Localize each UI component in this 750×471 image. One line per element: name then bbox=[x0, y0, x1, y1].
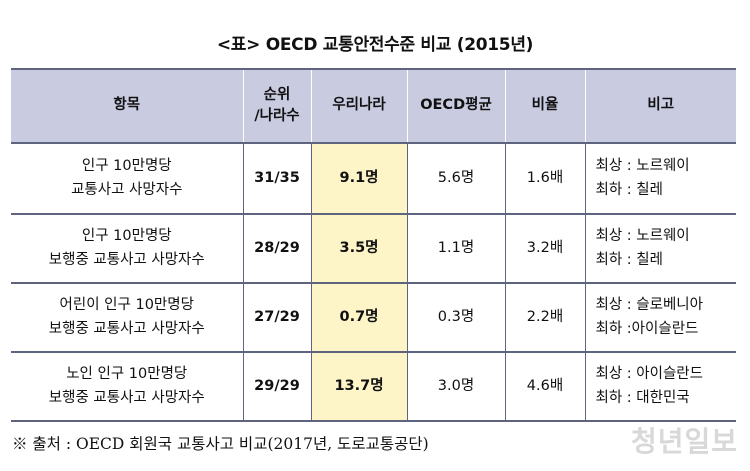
row-note: 최상 : 슬로베니아 최하 :아이슬란드 bbox=[584, 283, 736, 353]
publisher-watermark: 청년일보 bbox=[630, 425, 738, 458]
table-row: 노인 인구 10만명당 보행중 교통사고 사망자수 29/29 13.7명 3.… bbox=[11, 352, 736, 422]
row-note: 최상 : 노르웨이 최하 : 칠레 bbox=[584, 214, 736, 284]
row-item-line2: 보행중 교통사고 사망자수 bbox=[48, 251, 205, 268]
row-korea-value: 0.7명 bbox=[310, 283, 408, 353]
row-item-line1: 노인 인구 10만명당 bbox=[66, 365, 188, 382]
row-note-worst: 최하 :아이슬란드 bbox=[595, 320, 699, 337]
row-item-line2: 보행중 교통사고 사망자수 bbox=[48, 389, 205, 406]
header-note: 비고 bbox=[584, 68, 736, 144]
row-item-line1: 어린이 인구 10만명당 bbox=[59, 296, 194, 313]
row-ratio: 4.6배 bbox=[504, 352, 586, 422]
row-korea-value: 13.7명 bbox=[310, 352, 408, 422]
row-oecd-average: 0.3명 bbox=[406, 283, 506, 353]
row-item-line2: 교통사고 사망자수 bbox=[71, 181, 183, 198]
row-item: 어린이 인구 10만명당 보행중 교통사고 사망자수 bbox=[11, 283, 244, 353]
table-row: 인구 10만명당 교통사고 사망자수 31/35 9.1명 5.6명 1.6배 … bbox=[11, 143, 736, 215]
row-item-line1: 인구 10만명당 bbox=[81, 227, 172, 244]
row-note-worst: 최하 : 대한민국 bbox=[595, 389, 690, 406]
row-item: 인구 10만명당 보행중 교통사고 사망자수 bbox=[11, 214, 244, 284]
header-item: 항목 bbox=[11, 68, 244, 144]
row-item: 인구 10만명당 교통사고 사망자수 bbox=[11, 143, 244, 215]
row-oecd-average: 1.1명 bbox=[406, 214, 506, 284]
table-title: <표> OECD 교통안전수준 비교 (2015년) bbox=[216, 35, 534, 55]
header-ratio: 비율 bbox=[504, 68, 586, 144]
header-oecd-average: OECD평균 bbox=[406, 68, 506, 144]
traffic-safety-table: 항목 순위 /나라수 우리나라 OECD평균 비율 비고 인구 10만명당 교통… bbox=[11, 68, 736, 422]
row-note: 최상 : 아이슬란드 최하 : 대한민국 bbox=[584, 352, 736, 422]
row-korea-value: 3.5명 bbox=[310, 214, 408, 284]
row-ratio: 1.6배 bbox=[504, 143, 586, 215]
row-item-line1: 인구 10만명당 bbox=[81, 157, 172, 174]
header-row: 항목 순위 /나라수 우리나라 OECD평균 비율 비고 bbox=[11, 68, 736, 144]
row-rank: 29/29 bbox=[242, 352, 312, 422]
header-korea: 우리나라 bbox=[310, 68, 408, 144]
table-row: 인구 10만명당 보행중 교통사고 사망자수 28/29 3.5명 1.1명 3… bbox=[11, 214, 736, 284]
row-korea-value: 9.1명 bbox=[310, 143, 408, 215]
table-row: 어린이 인구 10만명당 보행중 교통사고 사망자수 27/29 0.7명 0.… bbox=[11, 283, 736, 353]
row-note-best: 최상 : 노르웨이 bbox=[595, 157, 690, 174]
header-rank-line1: 순위 bbox=[263, 86, 291, 103]
row-oecd-average: 3.0명 bbox=[406, 352, 506, 422]
header-rank-line2: /나라수 bbox=[254, 108, 300, 124]
row-ratio: 2.2배 bbox=[504, 283, 586, 353]
row-note-best: 최상 : 슬로베니아 bbox=[595, 296, 703, 313]
source-footnote: ※ 출처 : OECD 회원국 교통사고 비교(2017년, 도로교통공단) bbox=[12, 435, 429, 453]
header-rank: 순위 /나라수 bbox=[242, 68, 312, 144]
row-ratio: 3.2배 bbox=[504, 214, 586, 284]
row-note: 최상 : 노르웨이 최하 : 칠레 bbox=[584, 143, 736, 215]
row-note-best: 최상 : 노르웨이 bbox=[595, 227, 690, 244]
row-rank: 31/35 bbox=[242, 143, 312, 215]
row-item: 노인 인구 10만명당 보행중 교통사고 사망자수 bbox=[11, 352, 244, 422]
row-note-worst: 최하 : 칠레 bbox=[595, 251, 663, 268]
row-rank: 28/29 bbox=[242, 214, 312, 284]
row-rank: 27/29 bbox=[242, 283, 312, 353]
row-item-line2: 보행중 교통사고 사망자수 bbox=[48, 320, 205, 337]
row-note-best: 최상 : 아이슬란드 bbox=[595, 365, 703, 382]
row-oecd-average: 5.6명 bbox=[406, 143, 506, 215]
row-note-worst: 최하 : 칠레 bbox=[595, 181, 663, 198]
